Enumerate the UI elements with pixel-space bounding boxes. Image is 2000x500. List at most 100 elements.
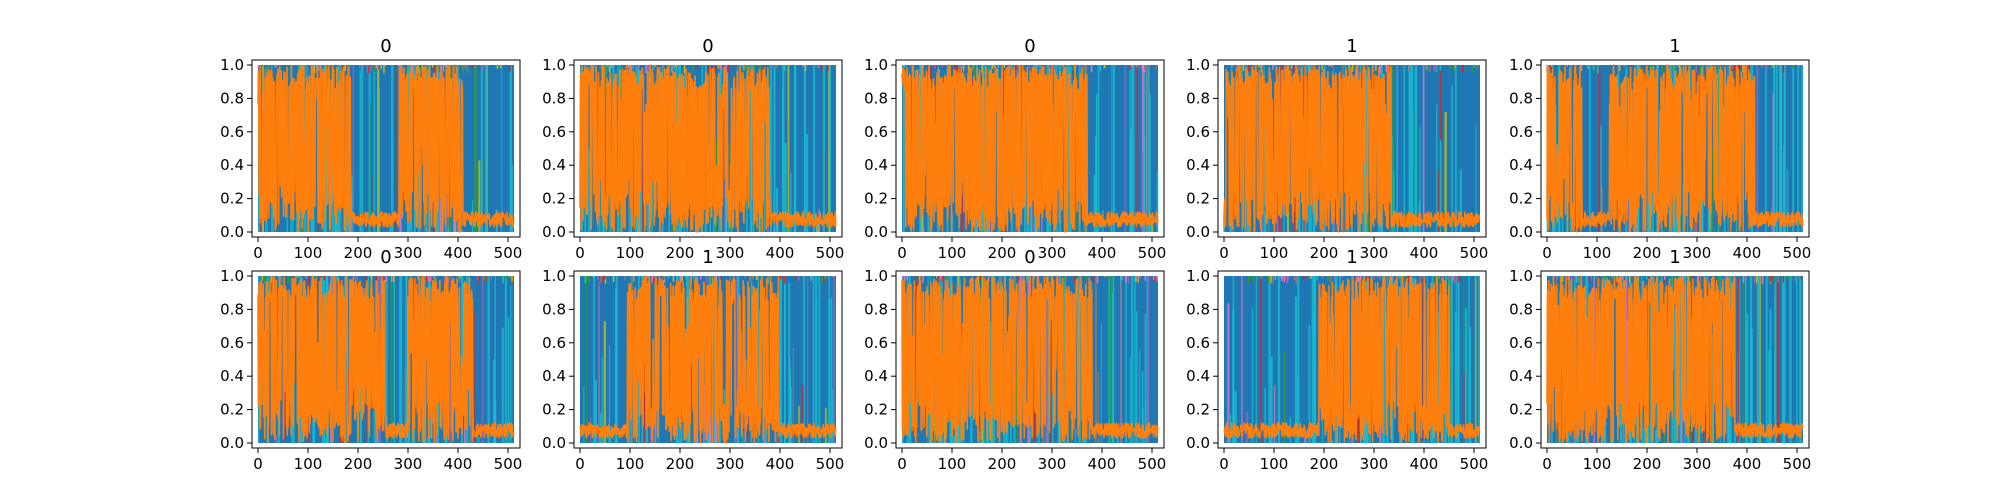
- x-tick-label: 400: [766, 455, 795, 473]
- x-tick-label: 500: [1460, 244, 1489, 262]
- y-tick-label: 0.2: [864, 190, 888, 208]
- x-tick-label: 300: [1360, 455, 1389, 473]
- x-tick-label: 400: [1410, 244, 1439, 262]
- subplot-title: 1: [702, 247, 713, 268]
- axes-frame: [1217, 270, 1487, 449]
- plot-area: [901, 64, 1159, 233]
- x-tick-label: 400: [1088, 455, 1117, 473]
- subplot-6: 0 100 200 300 400 500 0.0 0.2 0.4 0.6 0.8 1.0 1: [542, 247, 844, 473]
- y-tick-label: 1.0: [542, 267, 566, 285]
- plot-area: [901, 275, 1159, 444]
- plot-area: [1223, 64, 1481, 233]
- y-tick-label: 0.8: [1509, 89, 1533, 107]
- x-tick-label: 300: [1038, 455, 1067, 473]
- axes-frame: [573, 59, 843, 238]
- y-tick-label: 0.4: [542, 367, 566, 385]
- y-tick-label: 0.2: [864, 401, 888, 419]
- subplot-8: 0 100 200 300 400 500 0.0 0.2 0.4 0.6 0.8 1.0 1: [1186, 247, 1488, 473]
- y-tick-label: 0.0: [1509, 223, 1533, 241]
- x-tick-label: 500: [494, 244, 523, 262]
- y-tick-label: 0.8: [1186, 300, 1210, 318]
- x-tick-label: 500: [1460, 455, 1489, 473]
- y-tick-label: 0.0: [1186, 223, 1210, 241]
- x-tick-label: 100: [616, 244, 645, 262]
- axes-frame: [895, 59, 1165, 238]
- x-tick-label: 400: [1733, 455, 1762, 473]
- y-tick-label: 0.8: [1509, 300, 1533, 318]
- axes-frame: [1540, 270, 1810, 449]
- x-tick-label: 200: [1310, 244, 1339, 262]
- y-tick-label: 0.8: [220, 89, 244, 107]
- x-tick-label: 200: [1633, 244, 1662, 262]
- x-tick-label: 0: [253, 244, 263, 262]
- subplot-title: 1: [1346, 247, 1357, 268]
- subplot-title: 1: [1669, 247, 1680, 268]
- y-tick-label: 0.6: [1509, 123, 1533, 141]
- subplot-2: 0 100 200 300 400 500 0.0 0.2 0.4 0.6 0.8 1.0 0: [864, 36, 1166, 262]
- y-tick-label: 0.6: [220, 334, 244, 352]
- axes-frame: [1217, 59, 1487, 238]
- y-tick-label: 0.2: [220, 190, 244, 208]
- y-tick-label: 0.4: [1509, 156, 1533, 174]
- x-tick-label: 200: [988, 244, 1017, 262]
- x-tick-label: 300: [1360, 244, 1389, 262]
- plot-area: [257, 64, 515, 233]
- y-tick-label: 1.0: [1186, 267, 1210, 285]
- subplot-1: 0 100 200 300 400 500 0.0 0.2 0.4 0.6 0.8 1.0 0: [542, 36, 844, 262]
- x-tick-label: 500: [816, 244, 845, 262]
- y-tick-label: 0.6: [542, 334, 566, 352]
- x-tick-label: 200: [344, 455, 373, 473]
- y-tick-label: 0.6: [864, 123, 888, 141]
- x-tick-label: 0: [1542, 244, 1552, 262]
- plot-area: [257, 275, 515, 444]
- subplot-title: 1: [1669, 36, 1680, 57]
- x-tick-label: 0: [1219, 244, 1229, 262]
- y-tick-label: 0.4: [864, 156, 888, 174]
- y-tick-label: 0.0: [864, 223, 888, 241]
- primary-series-line: [1546, 64, 1804, 233]
- x-tick-label: 200: [988, 455, 1017, 473]
- x-tick-label: 500: [816, 455, 845, 473]
- x-tick-label: 0: [575, 455, 585, 473]
- y-tick-label: 0.2: [542, 190, 566, 208]
- y-tick-label: 0.0: [1186, 434, 1210, 452]
- subplot-4: 0 100 200 300 400 500 0.0 0.2 0.4 0.6 0.8 1.0 1: [1509, 36, 1811, 262]
- y-tick-label: 0.2: [1509, 190, 1533, 208]
- y-tick-label: 1.0: [220, 267, 244, 285]
- x-tick-label: 200: [1310, 455, 1339, 473]
- y-tick-label: 0.4: [220, 367, 244, 385]
- plot-area: [1546, 275, 1804, 444]
- x-tick-label: 100: [1583, 244, 1612, 262]
- y-tick-label: 1.0: [542, 56, 566, 74]
- y-tick-label: 0.6: [1509, 334, 1533, 352]
- x-tick-label: 200: [666, 244, 695, 262]
- x-tick-label: 500: [1138, 455, 1167, 473]
- subplot-3: 0 100 200 300 400 500 0.0 0.2 0.4 0.6 0.8 1.0 1: [1186, 36, 1488, 262]
- y-tick-label: 0.0: [220, 223, 244, 241]
- x-tick-label: 300: [1683, 455, 1712, 473]
- axes-frame: [251, 270, 521, 449]
- axes-frame: [895, 270, 1165, 449]
- x-tick-label: 400: [1088, 244, 1117, 262]
- y-tick-label: 0.4: [542, 156, 566, 174]
- y-tick-label: 0.0: [864, 434, 888, 452]
- primary-series-line: [1546, 275, 1804, 444]
- subplot-5: 0 100 200 300 400 500 0.0 0.2 0.4 0.6 0.8 1.0 0: [220, 247, 522, 473]
- y-tick-label: 1.0: [220, 56, 244, 74]
- primary-series-line: [579, 64, 837, 233]
- subplot-0: 0 100 200 300 400 500 0.0 0.2 0.4 0.6 0.8 1.0 0: [220, 36, 522, 262]
- y-tick-label: 0.4: [220, 156, 244, 174]
- x-tick-label: 300: [1038, 244, 1067, 262]
- y-tick-label: 0.4: [864, 367, 888, 385]
- y-tick-label: 0.8: [864, 89, 888, 107]
- x-tick-label: 500: [494, 455, 523, 473]
- x-tick-label: 300: [716, 455, 745, 473]
- y-tick-label: 0.6: [220, 123, 244, 141]
- axes-frame: [251, 59, 521, 238]
- primary-series-line: [1223, 64, 1481, 233]
- x-tick-label: 300: [394, 244, 423, 262]
- y-tick-label: 0.4: [1509, 367, 1533, 385]
- x-tick-label: 200: [666, 455, 695, 473]
- x-tick-label: 200: [344, 244, 373, 262]
